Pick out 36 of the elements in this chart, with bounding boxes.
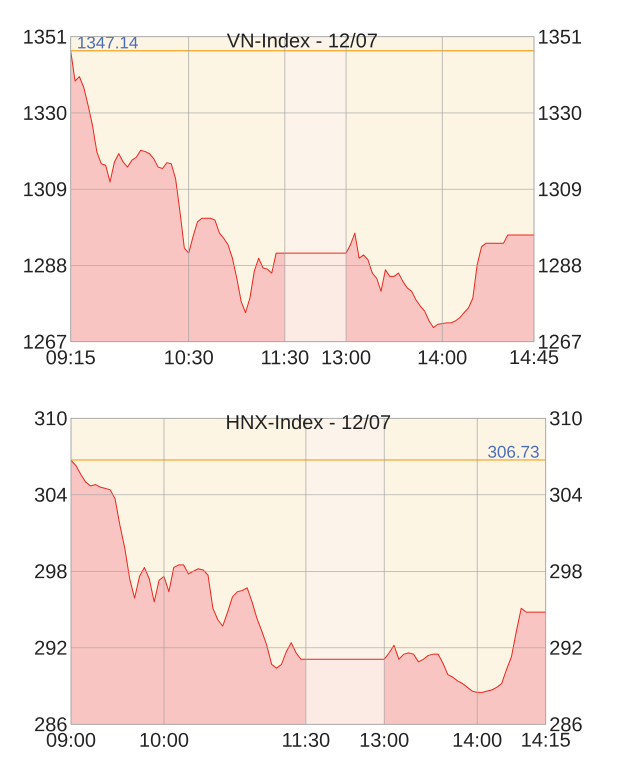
y-tick-label: 310 <box>34 411 67 426</box>
x-tick-label: 10:30 <box>165 350 213 364</box>
x-tick-label: 13:00 <box>360 732 408 747</box>
y2-tick-label: 286 <box>550 717 582 732</box>
ref-line-label: 306.73 <box>488 446 539 458</box>
x-tick-label: 10:00 <box>140 732 188 747</box>
y-tick-label: 298 <box>35 564 67 578</box>
x-tick-label: 11:30 <box>283 732 330 747</box>
x-tick-label: 11:30 <box>262 350 308 364</box>
y-tick-label: 1267 <box>24 334 66 349</box>
x-tick-label: 14:15 <box>522 732 570 747</box>
x-tick-label: 09:00 <box>46 732 96 747</box>
y2-tick-label: 1309 <box>539 182 582 196</box>
y-tick-label: 1309 <box>24 182 66 196</box>
x-tick-label: 14:45 <box>510 350 558 364</box>
y2-tick-label: 1351 <box>539 30 582 44</box>
y-tick-label: 304 <box>34 488 67 502</box>
y2-tick-label: 1267 <box>539 334 582 349</box>
x-tick-label: 13:00 <box>322 350 370 364</box>
y-tick-label: 1288 <box>24 258 66 273</box>
x-tick-label: 14:00 <box>454 732 502 747</box>
y2-tick-label: 310 <box>550 411 582 426</box>
y-tick-label: 292 <box>35 640 66 655</box>
y2-tick-label: 298 <box>550 564 582 578</box>
y2-tick-label: 1330 <box>539 106 582 120</box>
y2-tick-label: 1288 <box>539 258 582 273</box>
y-tick-label: 286 <box>35 717 67 732</box>
y2-tick-label: 292 <box>550 640 582 655</box>
y-tick-label: 1330 <box>24 106 66 120</box>
ref-line-label: 1347.14 <box>78 36 138 49</box>
y2-tick-label: 304 <box>550 488 582 502</box>
chart-title: VN-Index - 12/07 <box>226 32 377 48</box>
chart-title: HNX-Index - 12/07 <box>227 414 390 430</box>
y-tick-label: 1351 <box>24 30 66 44</box>
x-tick-label: 09:15 <box>46 350 95 364</box>
x-tick-label: 14:00 <box>418 350 466 364</box>
